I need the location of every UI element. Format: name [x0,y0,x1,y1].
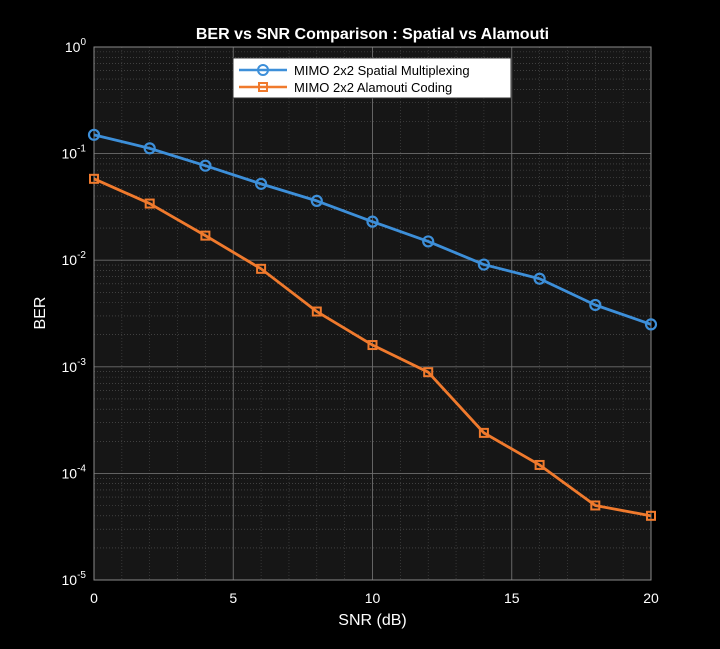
x-axis-label: SNR (dB) [338,612,406,629]
data-point-square [646,510,656,521]
series-line-1 [93,177,652,518]
data-point-circle [255,177,268,190]
data-point-circle [366,215,379,228]
x-tick-label: 0 [90,590,98,606]
legend-label-alamouti: MIMO 2x2 Alamouti Coding [294,80,452,95]
y-axis-label: BER [32,297,49,330]
data-point-square [256,263,267,274]
data-point-square [590,500,601,511]
y-tick-label: 10-1 [62,144,87,162]
data-point-square [89,173,99,184]
data-point-circle [87,128,101,141]
y-tick-label: 10-4 [62,463,87,481]
x-tick-label: 10 [365,590,381,606]
data-point-circle [589,298,602,312]
minor-grid [94,47,651,580]
data-point-circle [533,272,546,285]
legend-box [232,57,512,99]
chart-title: BER vs SNR Comparison : Spatial vs Alamo… [196,26,549,43]
data-point-square [478,427,489,438]
legend-marker-spatial [257,64,269,76]
tick-labels: 0 5 10 15 20 100 10-1 10-2 10-3 10-4 10-5 [62,37,659,606]
data-point-square [311,306,322,317]
legend: MIMO 2x2 Spatial Multiplexing MIMO 2x2 A… [232,57,512,99]
legend-label-spatial: MIMO 2x2 Spatial Multiplexing [294,63,470,78]
data-point-circle [199,159,212,172]
y-tick-label: 100 [65,37,87,55]
y-tick-label: 10-3 [62,357,87,375]
plot-border [93,46,652,581]
x-tick-label: 5 [229,590,237,606]
data-point-circle [422,235,435,248]
series-layer [87,128,658,521]
data-point-square [534,459,545,470]
data-point-circle [477,258,490,271]
y-tick-label: 10-2 [62,250,87,268]
x-tick-label: 20 [643,590,659,606]
data-point-square [144,198,155,209]
series-line-0 [93,133,652,326]
data-point-circle [143,142,156,155]
x-tick-label: 15 [504,590,520,606]
data-point-circle [644,318,658,331]
data-point-square [423,367,434,378]
legend-marker-alamouti [258,82,268,92]
data-point-circle [310,194,323,207]
data-point-square [367,340,378,351]
y-tick-label: 10-5 [62,570,87,588]
data-point-square [200,230,211,241]
